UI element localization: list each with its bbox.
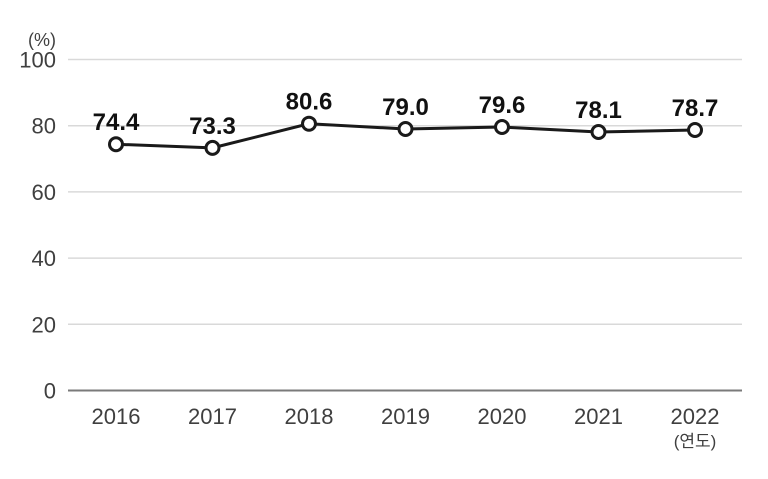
y-tick-label: 100: [19, 48, 56, 73]
y-tick-label: 20: [32, 312, 56, 337]
data-point-marker: [301, 115, 317, 132]
y-tick-label: 0: [44, 379, 56, 404]
x-tick-label: 2016: [92, 404, 141, 429]
data-point-labels: 74.4 73.3 80.6 79.0 79.6 78.1 78.7: [93, 89, 719, 140]
data-point-marker: [397, 121, 414, 138]
data-point-label: 78.1: [575, 97, 622, 124]
data-point-marker: [687, 122, 703, 139]
y-tick-label: 40: [32, 246, 56, 271]
y-axis-unit-label: (%): [28, 30, 56, 50]
data-point-label: 74.4: [93, 109, 140, 136]
data-point-marker: [494, 119, 510, 136]
y-tick-label: 80: [32, 114, 56, 139]
series: [108, 115, 703, 156]
y-axis-tick-labels: 0 20 40 60 80 100(%): [19, 30, 56, 404]
data-point-marker: [204, 139, 221, 156]
x-tick-label: 2017: [188, 404, 237, 429]
x-tick-label: 2018: [285, 404, 334, 429]
data-point-marker: [108, 136, 124, 153]
x-tick-label: 2022: [671, 404, 720, 429]
x-axis-unit-label: (연도): [674, 432, 717, 451]
data-point-label: 80.6: [286, 89, 333, 116]
x-axis-tick-labels: 2016 2017 2018 2019 2020 2021 2022 (연도): [92, 404, 720, 451]
data-point-marker: [590, 123, 607, 140]
x-tick-label: 2020: [478, 404, 527, 429]
data-point-label: 79.0: [382, 94, 429, 121]
data-point-label: 79.6: [479, 92, 526, 119]
x-tick-label: 2021: [574, 404, 623, 429]
data-point-label: 73.3: [189, 113, 236, 140]
x-tick-label: 2019: [381, 404, 430, 429]
y-tick-label: 60: [32, 180, 56, 205]
data-point-label: 78.7: [672, 95, 719, 122]
